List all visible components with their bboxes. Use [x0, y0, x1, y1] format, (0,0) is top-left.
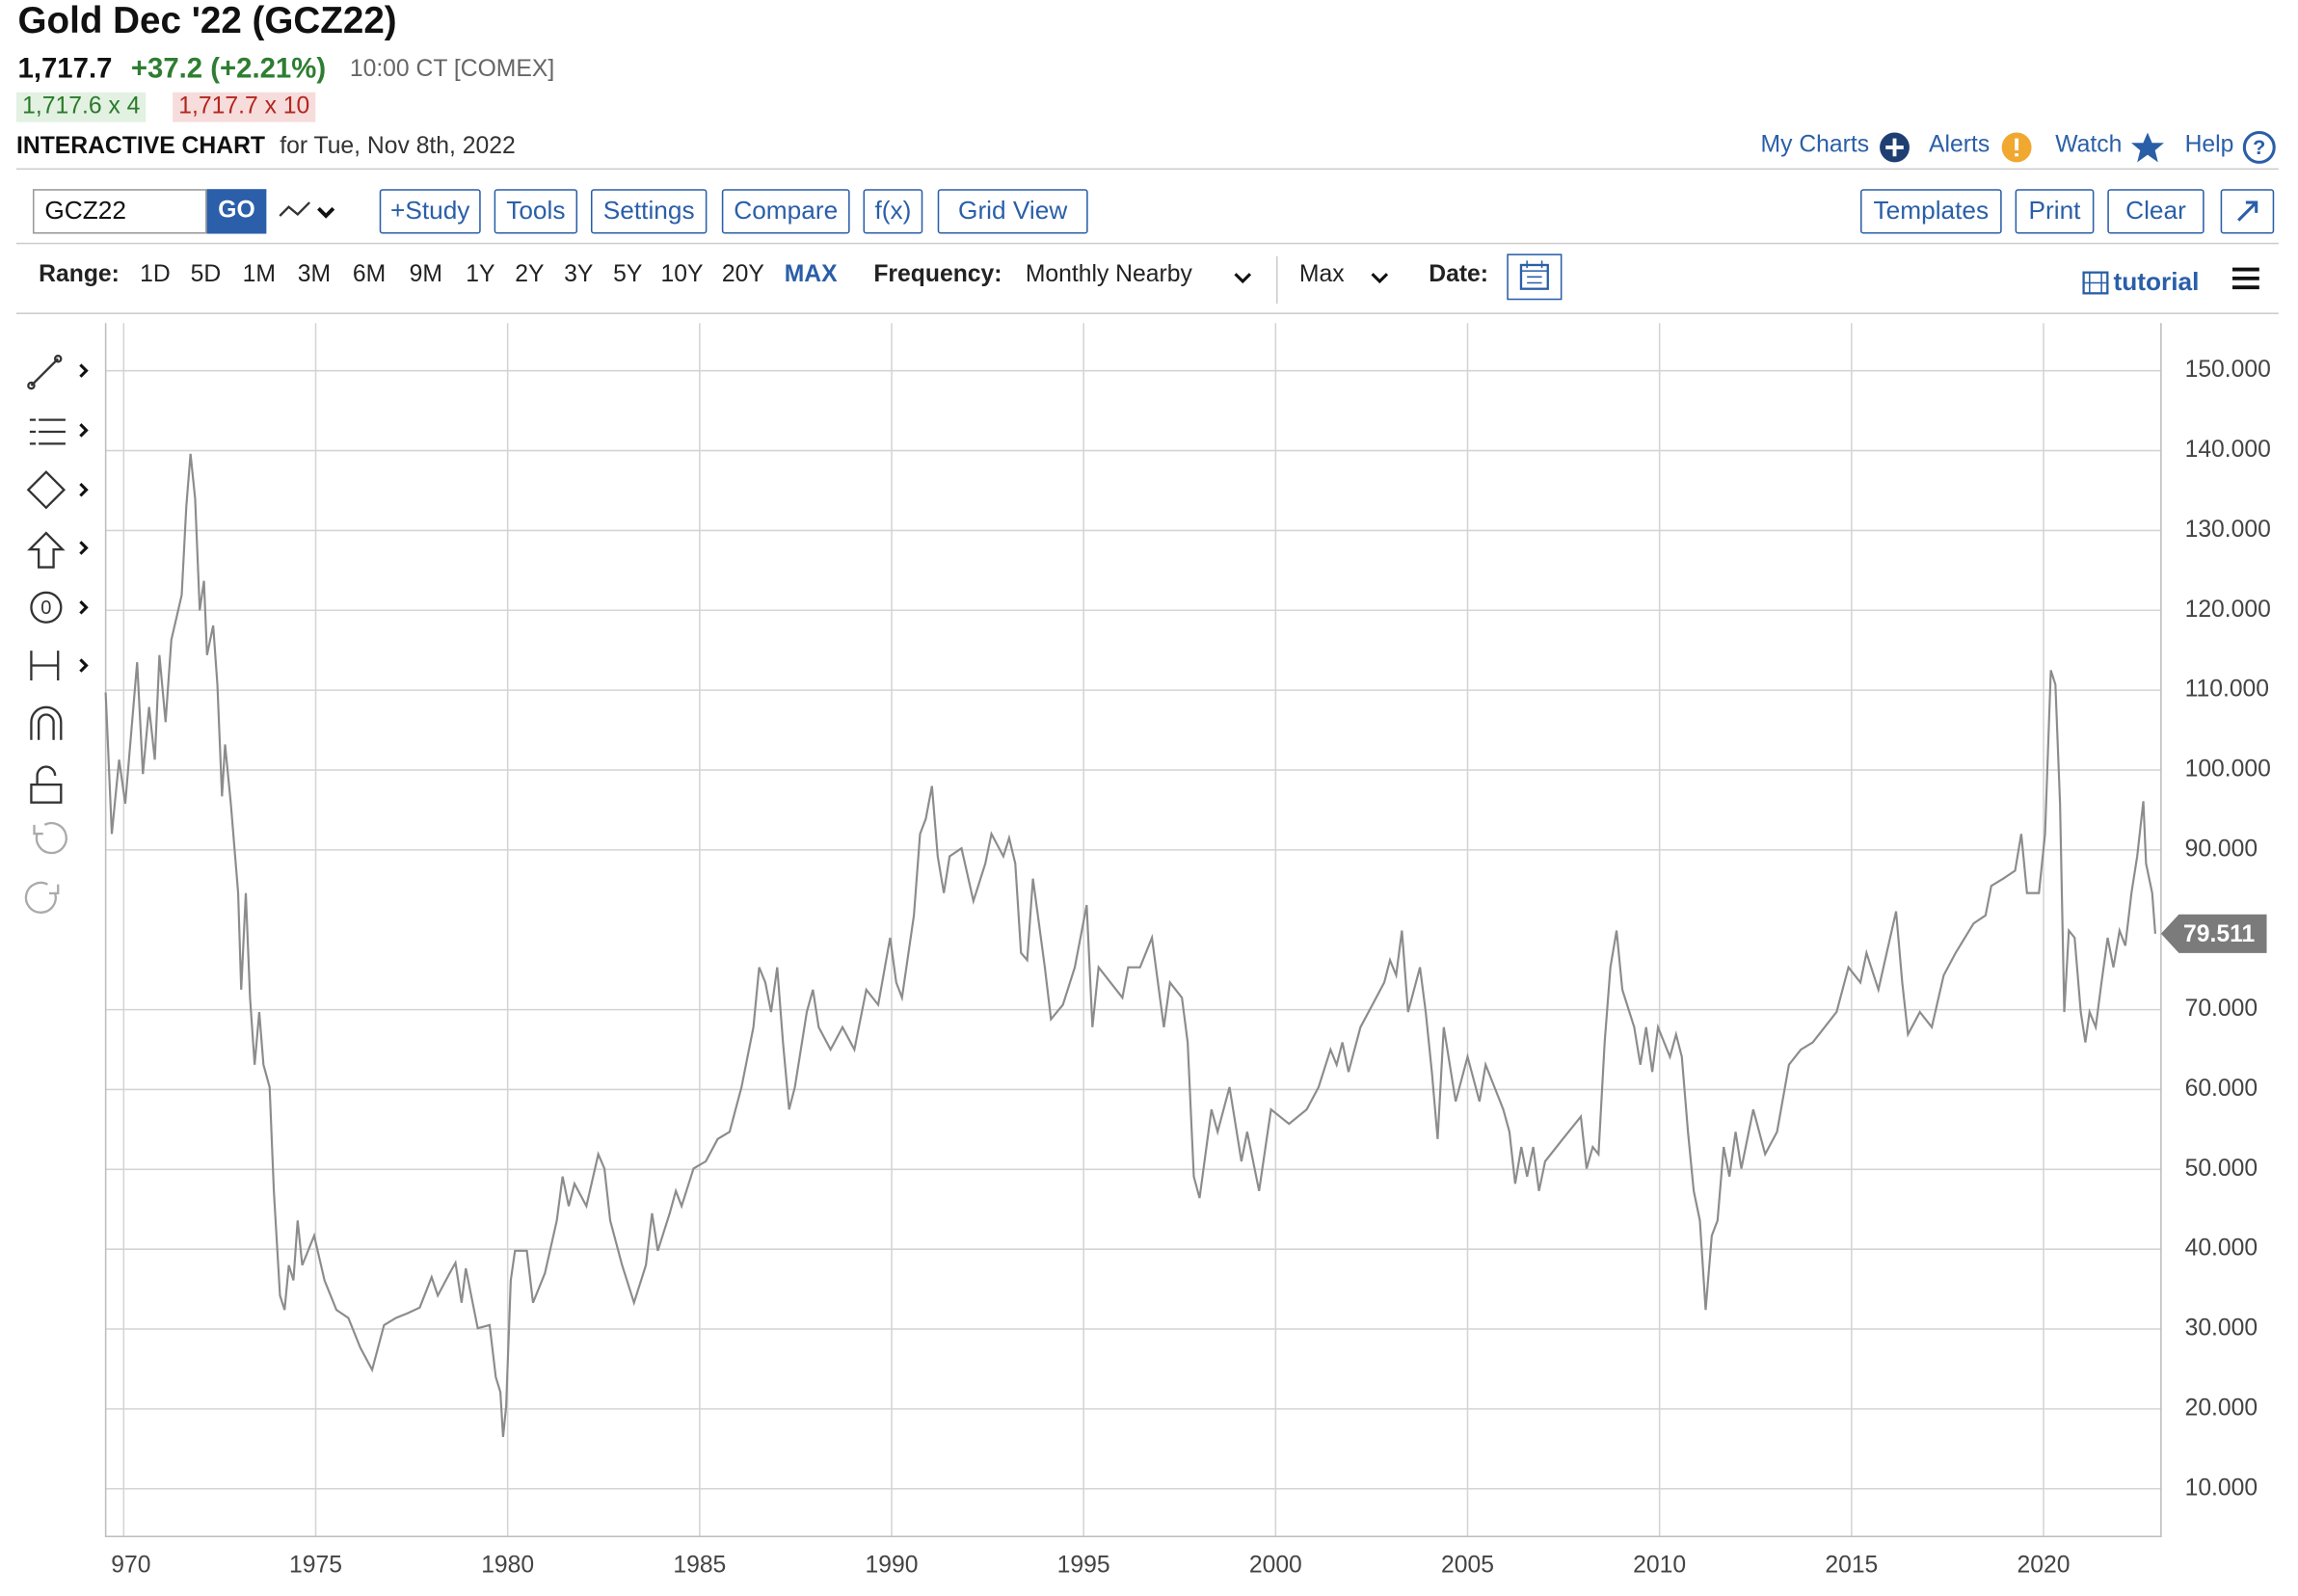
frequency[interactable]: Monthly Nearby: [1025, 261, 1192, 288]
chart-type[interactable]: [277, 194, 342, 229]
button[interactable]: Settings: [590, 189, 708, 234]
button[interactable]: Compare: [721, 189, 850, 234]
expand-button[interactable]: [2220, 189, 2275, 234]
x-tick-label: 2010: [1633, 1553, 1686, 1579]
drawing-tools: 0: [24, 355, 89, 914]
x-tick-label: 1995: [1057, 1553, 1110, 1579]
x-tick-label: 970: [111, 1553, 150, 1579]
button[interactable]: Templates: [1860, 189, 2002, 234]
date-label: Date:: [1429, 261, 1489, 288]
link[interactable]: Alerts: [1929, 132, 1991, 158]
price-badge: [2160, 914, 2267, 953]
y-tick-label: 100.000: [2185, 757, 2271, 783]
button[interactable]: +Study: [379, 189, 481, 234]
range-option[interactable]: 5D: [190, 261, 222, 288]
x-tick-label: 2005: [1441, 1553, 1494, 1579]
y-tick-label: 70.000: [2185, 996, 2258, 1022]
x-tick-label: 1985: [673, 1553, 726, 1579]
price-line: [104, 453, 2156, 1438]
range-option[interactable]: 6M: [352, 261, 387, 288]
divider: [15, 242, 2279, 245]
button[interactable]: Clear: [2107, 189, 2204, 234]
link[interactable]: Watch: [2055, 132, 2123, 158]
y-tick-label: 50.000: [2185, 1156, 2258, 1182]
button[interactable]: f(x): [863, 189, 923, 234]
button[interactable]: Grid View: [937, 189, 1088, 234]
svg-text:0: 0: [40, 598, 51, 619]
y-tick-label: 10.000: [2185, 1475, 2258, 1501]
y-tick-label: 20.000: [2185, 1395, 2258, 1421]
range-option[interactable]: 5Y: [613, 261, 643, 288]
tutorial[interactable]: tutorial: [2113, 268, 2200, 297]
y-tick-label: 60.000: [2185, 1076, 2258, 1102]
change: +37.2 (+2.21%): [130, 53, 327, 86]
y-tick-label: 90.000: [2185, 836, 2258, 862]
range-option[interactable]: MAX: [784, 261, 838, 288]
button[interactable]: Tools: [494, 189, 578, 234]
go-button[interactable]: GO: [206, 189, 267, 234]
range-option[interactable]: 3Y: [564, 261, 594, 288]
range-option[interactable]: 10Y: [660, 261, 704, 288]
x-tick-label: 2020: [2017, 1553, 2071, 1579]
range-option[interactable]: 1M: [242, 261, 277, 288]
y-tick-label: 120.000: [2185, 597, 2271, 623]
chart-label: INTERACTIVE CHART: [15, 134, 266, 160]
y-tick-label: 140.000: [2185, 437, 2271, 463]
y-tick-label: 150.000: [2185, 357, 2271, 383]
expand-icon: [2237, 200, 2258, 222]
range-label: Range:: [39, 261, 120, 288]
range-option[interactable]: 1Y: [466, 261, 495, 288]
x-tick-label: 2015: [1825, 1553, 1878, 1579]
chart-date: for Tue, Nov 8th, 2022: [280, 134, 516, 160]
range-option[interactable]: 20Y: [721, 261, 764, 288]
range-option[interactable]: 3M: [297, 261, 332, 288]
range-option[interactable]: 1D: [140, 261, 171, 288]
link[interactable]: Help: [2184, 132, 2234, 158]
range-option[interactable]: 2Y: [515, 261, 545, 288]
range-option[interactable]: 9M: [409, 261, 442, 288]
x-tick-label: 2000: [1249, 1553, 1302, 1579]
bid: 1,717.6 x 4: [15, 92, 147, 122]
time: 10:00 CT [COMEX]: [349, 56, 555, 82]
divider: [15, 312, 2279, 314]
frequency-label: Frequency:: [873, 261, 1002, 288]
link[interactable]: My Charts: [1760, 132, 1870, 158]
period[interactable]: Max: [1298, 261, 1345, 288]
y-tick-label: 30.000: [2185, 1316, 2258, 1342]
x-tick-label: 1990: [866, 1553, 919, 1579]
price-badge-label: 79.511: [2183, 921, 2255, 947]
x-tick-label: 1975: [289, 1553, 342, 1579]
price: 1,717.7: [17, 53, 113, 86]
plot-frame: [104, 323, 2162, 1538]
link-icons: ?: [1880, 130, 2276, 164]
ask: 1,717.7 x 10: [173, 92, 316, 122]
y-tick-label: 110.000: [2185, 677, 2269, 703]
title: Gold Dec '22 (GCZ22): [17, 0, 397, 42]
divider: [15, 168, 2279, 171]
button[interactable]: Print: [2015, 189, 2095, 234]
symbol-input[interactable]: GCZ22: [32, 189, 207, 234]
y-tick-label: 130.000: [2185, 517, 2271, 543]
y-tick-label: 40.000: [2185, 1236, 2258, 1262]
svg-text:?: ?: [2253, 135, 2265, 159]
range-icons: [1234, 253, 2259, 305]
x-tick-label: 1980: [481, 1553, 534, 1579]
tool-icons[interactable]: 0: [24, 355, 89, 914]
